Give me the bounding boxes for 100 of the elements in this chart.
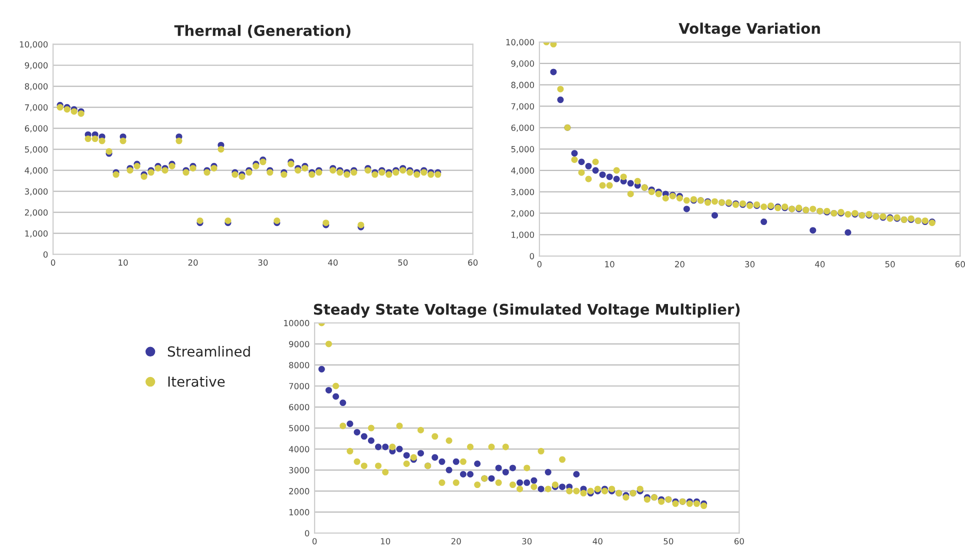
point <box>452 458 460 465</box>
point <box>606 174 613 180</box>
point <box>318 366 325 372</box>
point <box>810 227 816 234</box>
point <box>417 426 424 434</box>
y-tick-label: 1,000 <box>512 232 534 239</box>
point <box>488 444 495 450</box>
y-tick-label: 2000 <box>289 488 310 494</box>
point <box>559 456 566 463</box>
point <box>346 420 354 428</box>
point <box>368 437 374 444</box>
y-tick-label: 0 <box>304 530 310 536</box>
point <box>516 486 524 492</box>
point <box>467 470 474 478</box>
point <box>340 400 346 406</box>
point <box>524 464 530 472</box>
point <box>599 171 606 178</box>
x-tick-label: 0 <box>312 538 317 544</box>
x-tick-label: 20 <box>451 538 461 544</box>
point <box>495 479 502 486</box>
y-tick-label: 9000 <box>289 340 310 348</box>
x-tick-label: 10 <box>380 538 390 544</box>
legend-label: Streamlined <box>168 346 250 357</box>
x-tick-label: 50 <box>664 538 674 544</box>
point <box>544 468 552 476</box>
point <box>502 468 509 476</box>
y-tick-label: 7000 <box>289 382 310 390</box>
point <box>530 484 538 490</box>
point <box>592 167 599 174</box>
x-tick-label: 0 <box>537 261 542 268</box>
point <box>760 204 768 210</box>
point <box>460 458 466 465</box>
point <box>432 433 438 440</box>
point <box>488 475 495 482</box>
point <box>578 158 585 166</box>
point <box>417 450 424 456</box>
point <box>332 393 340 400</box>
y-tick-label: 7,000 <box>25 104 48 112</box>
point <box>620 174 627 180</box>
point <box>573 470 580 478</box>
point <box>162 167 168 174</box>
y-tick-label: 8000 <box>289 362 310 368</box>
point <box>613 167 620 174</box>
point <box>325 340 332 348</box>
y-tick-label: 2,000 <box>511 210 534 218</box>
point <box>557 96 564 104</box>
point <box>711 212 718 219</box>
point <box>438 479 446 486</box>
point <box>389 444 396 450</box>
x-tick-label: 40 <box>592 538 602 544</box>
point <box>340 422 346 430</box>
point <box>360 462 368 470</box>
x-tick-label: 50 <box>885 261 895 268</box>
chart-title: Thermal (Generation) <box>174 24 350 38</box>
y-tick-label: 4,000 <box>511 167 534 175</box>
point <box>92 136 98 142</box>
point <box>578 169 585 176</box>
point <box>566 488 573 494</box>
point <box>368 424 374 432</box>
chart-title: Steady State Voltage (Simulated Voltage Multiplier) <box>314 304 740 318</box>
x-tick-label: 30 <box>745 261 755 268</box>
point <box>56 104 64 111</box>
point <box>585 162 592 170</box>
point <box>627 180 634 187</box>
y-tick-label: 7,000 <box>511 103 534 110</box>
x-tick-label: 60 <box>734 538 744 544</box>
point <box>400 167 406 174</box>
point <box>126 167 134 174</box>
y-tick-label: 5,000 <box>511 146 534 154</box>
point <box>557 86 564 92</box>
point <box>580 490 587 496</box>
point <box>495 464 502 472</box>
x-tick-label: 10 <box>605 261 614 268</box>
point <box>550 42 557 48</box>
y-tick-label: 3000 <box>289 467 310 474</box>
point <box>516 479 524 486</box>
point <box>403 452 410 459</box>
point <box>346 448 354 454</box>
y-tick-label: 9,000 <box>511 60 534 68</box>
y-tick-label: 0 <box>43 251 48 258</box>
point <box>844 211 852 218</box>
y-tick-label: 0 <box>530 253 534 260</box>
point <box>446 466 452 474</box>
point <box>218 146 224 153</box>
point <box>592 158 599 166</box>
y-tick-label: 4000 <box>288 446 310 452</box>
point <box>760 218 768 226</box>
x-tick-label: 40 <box>815 261 825 268</box>
point <box>360 433 368 440</box>
point <box>396 446 403 452</box>
point <box>375 462 382 470</box>
point <box>683 197 690 204</box>
y-tick-label: 6,000 <box>24 125 48 132</box>
y-tick-label: 3,000 <box>24 188 48 196</box>
point <box>606 182 613 189</box>
point <box>573 488 580 494</box>
point <box>396 422 403 430</box>
point <box>711 198 718 205</box>
point <box>502 444 509 450</box>
point <box>325 386 332 394</box>
